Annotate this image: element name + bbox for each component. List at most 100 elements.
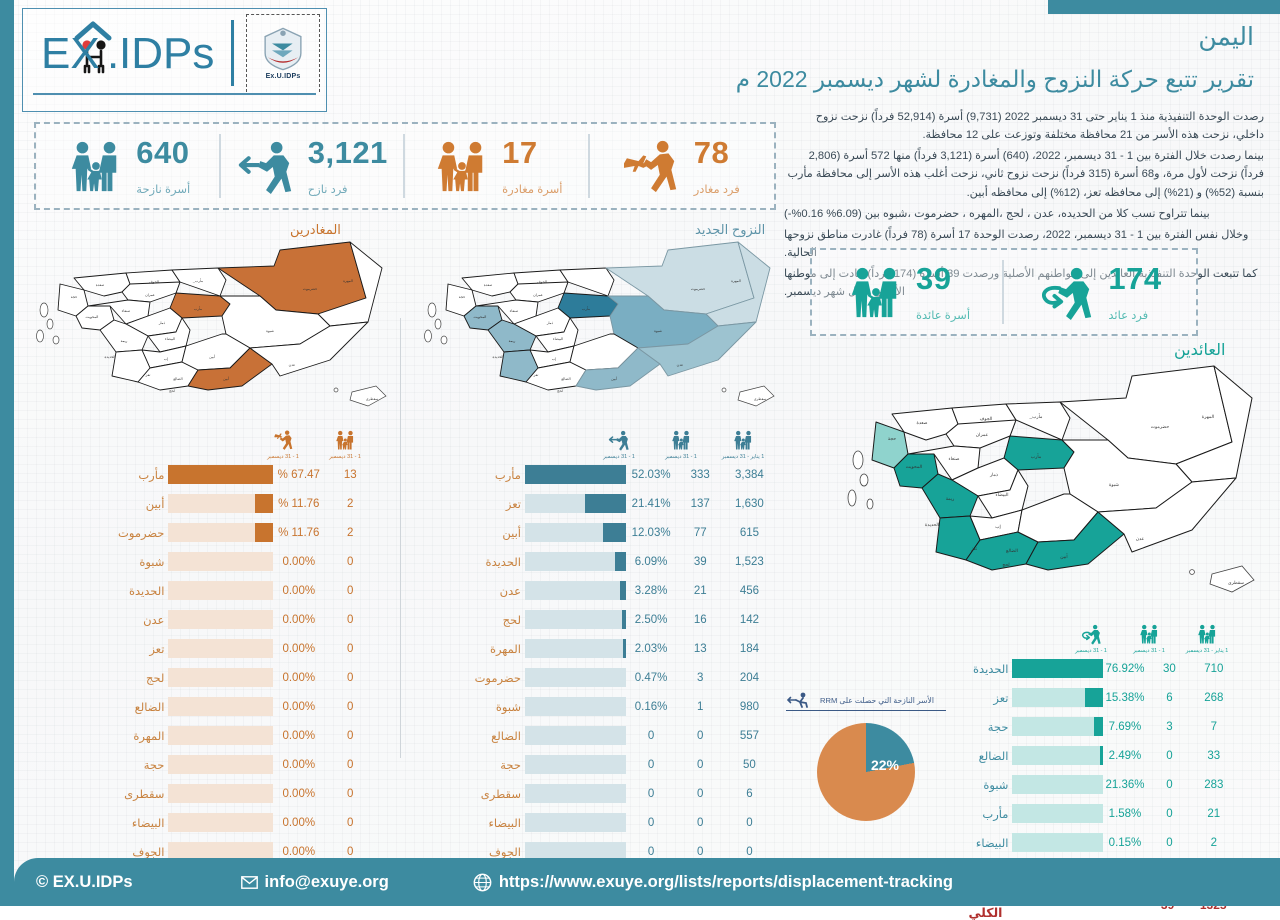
- table-header-row: 1 يناير - 31 ديسمبر 1 - 31 ديسمبر 1 - 31…: [448, 414, 774, 460]
- intro-p3: بينما تتراوح نسب كلا من الحديده، عدن ، ل…: [784, 205, 1264, 223]
- cell-percent: 15.38%: [1103, 692, 1147, 704]
- cell-governorate: الجوف: [448, 845, 525, 859]
- table-row: 710 30 76.92% الحديدة: [938, 654, 1236, 683]
- table-row: 33 0 2.49% الضالع: [938, 741, 1236, 770]
- map-title-departures: المغادرين: [290, 222, 341, 238]
- cell-governorate: البيضاء: [938, 836, 1012, 850]
- person-returning-icon: [1080, 621, 1103, 645]
- cell-governorate: مأرب: [448, 468, 525, 482]
- cell-percent: 0.00%: [273, 556, 324, 568]
- footer-website[interactable]: https://www.exuye.org/lists/reports/disp…: [473, 873, 953, 892]
- table-row: 0 0.00% سقطرى: [88, 779, 376, 808]
- cell-percent: 0: [626, 817, 675, 829]
- svg-text:حجة: حجة: [71, 295, 78, 299]
- kpi-label: أسرة مغادرة: [502, 182, 562, 196]
- left-accent-band: [0, 0, 14, 906]
- cell-month: 2: [325, 527, 376, 539]
- cell-bar: [1012, 804, 1102, 823]
- cell-bar: [1012, 717, 1102, 736]
- cell-month: 333: [676, 469, 725, 481]
- cell-bar: [525, 581, 627, 600]
- svg-text:عمران: عمران: [145, 292, 155, 297]
- kpi-value: 3,121: [308, 137, 388, 168]
- cell-year: 142: [725, 614, 774, 626]
- svg-text:ريمة: ريمة: [121, 339, 128, 343]
- family-icon: [670, 427, 692, 451]
- cell-year: 2: [1192, 837, 1236, 849]
- bar-fill: [603, 523, 626, 542]
- cell-governorate: الضالع: [938, 749, 1012, 763]
- cell-governorate: حجة: [938, 720, 1012, 734]
- cell-year: 21: [1192, 808, 1236, 820]
- bar-track: [1012, 775, 1102, 794]
- org-crest-icon: Ex.U.IDPs: [246, 14, 320, 92]
- cell-month: 0: [676, 788, 725, 800]
- col-header-year: 1 يناير - 31 ديسمبر: [1178, 621, 1236, 654]
- svg-text:الضالع: الضالع: [173, 376, 182, 381]
- footer-email-text: info@exuye.org: [265, 873, 389, 892]
- cell-bar: [525, 523, 627, 542]
- cell-bar: [525, 494, 627, 513]
- cell-percent: 67.47 %: [273, 469, 324, 481]
- table-row: 0 0.00% لحج: [88, 663, 376, 692]
- svg-text:تعز: تعز: [533, 373, 539, 377]
- cell-month: 13: [325, 469, 376, 481]
- cell-bar: [168, 726, 273, 745]
- family-icon: [732, 427, 754, 451]
- pie-chart: 22%: [817, 723, 915, 821]
- svg-text:الضالع: الضالع: [561, 376, 570, 381]
- family-icon: [846, 263, 904, 321]
- kpi-label: أسرة نازحة: [136, 182, 190, 196]
- logo-panel: Ex.U.IDPs EX . IDPs: [22, 8, 327, 112]
- col-header-percent: 1 - 31 ديسمبر: [252, 427, 314, 460]
- cell-governorate: تعز: [448, 497, 525, 511]
- cell-percent: 0.00%: [273, 701, 324, 713]
- bar-track: [525, 755, 627, 774]
- svg-text:سقطرى: سقطرى: [754, 396, 768, 401]
- cell-bar: [168, 755, 273, 774]
- bar-track: [525, 465, 627, 484]
- footer-email[interactable]: info@exuye.org: [241, 873, 389, 892]
- col-header-date: 1 - 31 ديسمبر: [665, 454, 697, 460]
- bar-fill: [620, 581, 626, 600]
- person-leaving-plane-icon: [272, 427, 295, 451]
- svg-text:عدن: عدن: [677, 363, 684, 367]
- col-header-date: 1 يناير - 31 ديسمبر: [722, 454, 764, 460]
- family-icon: [732, 429, 754, 451]
- person-leaving-plane-icon: [624, 137, 682, 195]
- bar-track: [525, 494, 627, 513]
- bar-track: [525, 639, 627, 658]
- svg-text:البيضاء: البيضاء: [553, 336, 563, 341]
- cell-governorate: لحج: [88, 671, 168, 685]
- bar-track: [1012, 833, 1102, 852]
- cell-governorate: حضرموت: [88, 526, 168, 540]
- cell-governorate: البيضاء: [88, 816, 168, 830]
- pie-panel-rrm: الأسر النازحة التي حصلت على RRM 22%: [786, 692, 946, 821]
- cell-percent: 0.00%: [273, 672, 324, 684]
- bar-track: [1012, 717, 1102, 736]
- cell-month: 0: [325, 788, 376, 800]
- cell-percent: 0: [626, 788, 675, 800]
- col-header-percent: 1 - 31 ديسمبر: [588, 427, 650, 460]
- table-row: 1,630 137 21.41% تعز: [448, 489, 774, 518]
- cell-year: 184: [725, 643, 774, 655]
- svg-text:عدن: عدن: [1136, 536, 1145, 541]
- bar-track: [525, 784, 627, 803]
- family-icon: [670, 429, 692, 451]
- envelope-icon: [241, 876, 258, 889]
- intro-p2: بينما رصدت خلال الفترة بين 1 - 31 ديسمبر…: [784, 147, 1264, 201]
- cell-bar: [525, 668, 627, 687]
- bar-fill: [168, 465, 273, 484]
- cell-month: 21: [676, 585, 725, 597]
- table-row: 184 13 2.03% المهرة: [448, 634, 774, 663]
- bar-fill: [255, 523, 273, 542]
- table-row: 1,523 39 6.09% الحديدة: [448, 547, 774, 576]
- svg-text:عدن: عدن: [289, 363, 296, 367]
- kpi-label: أسرة عائدة: [916, 308, 970, 322]
- svg-text:البيضاء: البيضاء: [996, 492, 1009, 497]
- person-returning-icon: [1080, 623, 1103, 645]
- bar-track: [168, 639, 273, 658]
